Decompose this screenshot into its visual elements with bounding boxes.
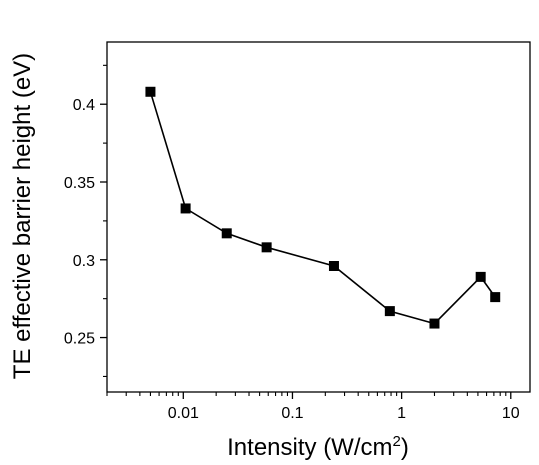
- data-point: [145, 86, 156, 97]
- data-point: [180, 203, 191, 214]
- x-axis-title-end: ): [401, 434, 409, 461]
- data-point: [475, 271, 486, 282]
- y-tick-label: 0.35: [64, 175, 95, 192]
- data-point: [429, 318, 440, 329]
- data-point: [221, 228, 232, 239]
- plot-frame: [106, 41, 531, 393]
- y-tick-label: 0.25: [64, 331, 95, 348]
- x-axis-ticks: 0.01 0.1 1 10: [106, 392, 520, 422]
- y-axis-ticks: 0.25 0.3 0.35 0.4: [64, 64, 107, 377]
- data-point: [490, 292, 501, 303]
- y-tick-label: 0.3: [73, 253, 95, 270]
- y-tick-label: 0.4: [73, 97, 95, 114]
- x-axis-title-main: Intensity (W/cm: [227, 434, 392, 461]
- x-axis-title: Intensity (W/cm2): [227, 433, 409, 461]
- x-tick-label: 0.1: [281, 405, 303, 422]
- x-tick-label: 1: [397, 405, 406, 422]
- x-tick-label: 10: [502, 405, 520, 422]
- data-point: [261, 242, 272, 253]
- series-group: [145, 86, 501, 329]
- data-point: [328, 261, 339, 271]
- series-line: [149, 91, 496, 325]
- data-point: [384, 306, 395, 317]
- y-axis-title: TE effective barrier height (eV): [9, 53, 36, 379]
- x-axis-title-superscript: 2: [393, 433, 401, 450]
- x-tick-label: 0.01: [168, 405, 199, 422]
